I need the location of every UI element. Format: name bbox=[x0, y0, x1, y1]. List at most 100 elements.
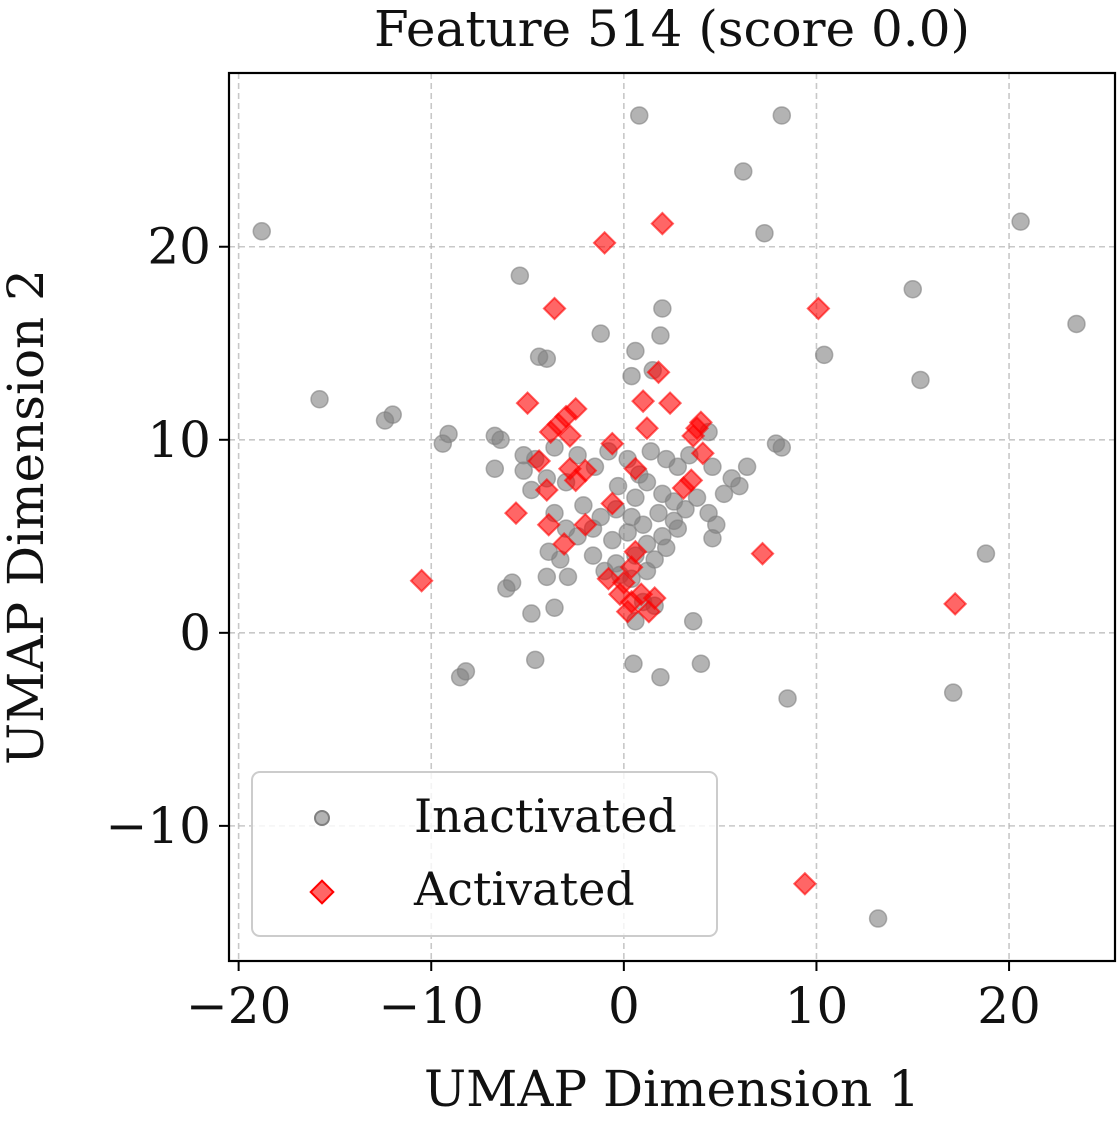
inactivated-point bbox=[608, 476, 628, 496]
activated-point bbox=[750, 541, 775, 566]
inactivated-point bbox=[772, 106, 792, 125]
inactivated-point bbox=[1011, 212, 1030, 231]
inactivated-point bbox=[668, 519, 688, 538]
activated-point bbox=[658, 391, 683, 416]
activated-point bbox=[503, 501, 529, 526]
inactivated-point bbox=[618, 523, 637, 542]
inactivated-point bbox=[622, 366, 641, 386]
data-points bbox=[252, 106, 1086, 928]
legend-inactivated-label: Inactivated bbox=[414, 789, 677, 843]
inactivated-point bbox=[653, 299, 672, 318]
activated-point bbox=[650, 211, 675, 236]
inactivated-point bbox=[903, 279, 923, 299]
inactivated-point bbox=[772, 438, 792, 457]
series-activated bbox=[409, 211, 968, 896]
activated-point bbox=[592, 230, 617, 255]
legend-box bbox=[251, 771, 718, 937]
activated-point bbox=[631, 389, 656, 414]
inactivated-point bbox=[537, 349, 557, 368]
inactivated-point bbox=[491, 430, 510, 450]
inactivated-point bbox=[703, 457, 722, 477]
activated-point bbox=[515, 391, 540, 416]
inactivated-point bbox=[911, 370, 930, 390]
inactivated-point bbox=[755, 223, 774, 243]
inactivated-point bbox=[485, 459, 505, 478]
inactivated-point bbox=[450, 667, 470, 687]
activated-point bbox=[563, 468, 588, 493]
activated-point bbox=[690, 441, 715, 466]
inactivated-point bbox=[633, 515, 653, 534]
activated-point bbox=[943, 591, 968, 616]
inactivated-point bbox=[558, 567, 578, 587]
y-tick-label: 20 bbox=[147, 218, 211, 276]
y-tick-label: 0 bbox=[179, 604, 211, 662]
inactivated-point bbox=[1067, 314, 1086, 334]
legend: Inactivated Activated bbox=[251, 771, 718, 937]
inactivated-point bbox=[730, 476, 749, 496]
activated-point bbox=[646, 360, 671, 385]
inactivated-point bbox=[641, 442, 661, 461]
activated-point bbox=[806, 296, 831, 321]
inactivated-point bbox=[626, 341, 645, 361]
inactivated-point bbox=[545, 598, 564, 617]
inactivated-point bbox=[737, 457, 757, 477]
x-tick-label: −20 bbox=[186, 977, 292, 1035]
inactivated-point bbox=[537, 567, 557, 587]
activated-point bbox=[573, 512, 598, 537]
inactivated-point bbox=[624, 654, 643, 673]
plot-frame bbox=[227, 71, 1117, 963]
inactivated-point bbox=[574, 496, 593, 515]
inactivated-point bbox=[651, 326, 670, 345]
activated-point bbox=[557, 423, 582, 448]
inactivated-point bbox=[310, 389, 329, 409]
activated-point bbox=[538, 420, 563, 445]
activated-point bbox=[536, 512, 561, 537]
inactivated-point bbox=[522, 604, 541, 623]
activated-point bbox=[600, 491, 625, 516]
inactivated-point bbox=[252, 222, 271, 241]
inactivated-point bbox=[583, 546, 603, 565]
inactivated-point bbox=[687, 488, 707, 507]
inactivated-point bbox=[691, 654, 711, 673]
activated-point bbox=[615, 599, 640, 624]
x-tick-label: 10 bbox=[785, 977, 849, 1035]
activated-point bbox=[792, 871, 817, 896]
y-tick-label: 10 bbox=[147, 411, 211, 469]
inactivated-point bbox=[703, 528, 722, 548]
inactivated-point bbox=[778, 689, 797, 708]
inactivated-point bbox=[637, 473, 657, 492]
inactivated-point bbox=[683, 611, 703, 631]
legend-inactivated-marker bbox=[314, 810, 330, 826]
y-axis-label: UMAP Dimension 2 bbox=[0, 269, 55, 765]
inactivated-point bbox=[814, 345, 834, 365]
inactivated-point bbox=[668, 457, 688, 477]
legend-activated-label: Activated bbox=[413, 862, 635, 916]
inactivated-point bbox=[375, 411, 395, 430]
inactivated-point bbox=[976, 544, 996, 563]
inactivated-point bbox=[626, 488, 645, 507]
x-tick-label: 20 bbox=[977, 977, 1041, 1035]
activated-point bbox=[619, 555, 644, 580]
chart-title: Feature 514 (score 0.0) bbox=[374, 0, 970, 58]
inactivated-point bbox=[734, 162, 753, 181]
activated-point bbox=[642, 586, 667, 611]
activated-point bbox=[527, 448, 552, 474]
y-tick-label: −10 bbox=[105, 797, 211, 855]
activated-point bbox=[600, 431, 625, 456]
activated-point bbox=[634, 416, 659, 441]
inactivated-point bbox=[630, 106, 649, 125]
activated-point bbox=[623, 456, 648, 481]
inactivated-point bbox=[525, 650, 545, 670]
inactivated-point bbox=[603, 530, 622, 550]
inactivated-point bbox=[714, 484, 734, 504]
inactivated-point bbox=[943, 683, 963, 702]
x-tick-label: 0 bbox=[608, 977, 640, 1035]
activated-point bbox=[542, 296, 567, 321]
inactivated-point bbox=[510, 266, 530, 285]
inactivated-point bbox=[656, 538, 676, 558]
inactivated-point bbox=[676, 500, 695, 519]
axis-ticks: −20 −10 0 10 20 −10 0 10 20 bbox=[105, 218, 1040, 1035]
inactivated-point bbox=[568, 445, 587, 465]
activated-point bbox=[679, 468, 704, 493]
